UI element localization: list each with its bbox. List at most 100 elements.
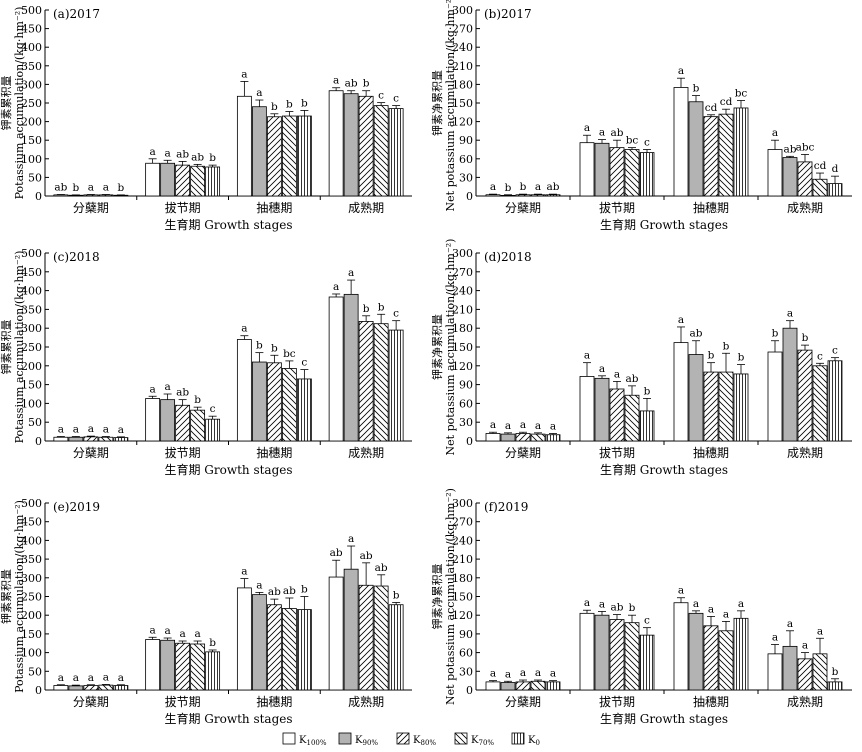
y-tick-label: 50 (28, 416, 42, 429)
bar (68, 436, 84, 442)
significance-letter: b (271, 101, 278, 113)
significance-letter: a (490, 668, 496, 680)
legend-label: K80% (413, 735, 436, 747)
significance-letter: a (88, 672, 94, 684)
y-axis-label-cn: 钾素累积量 (0, 76, 13, 131)
significance-letter: a (194, 628, 200, 640)
bar (639, 152, 655, 197)
significance-letter: a (802, 640, 808, 652)
x-axis-label: 生育期 Growth stages (600, 711, 728, 726)
significance-letter: c (832, 345, 838, 357)
significance-letter: c (644, 137, 650, 149)
bar (68, 194, 84, 197)
y-tick-label: 0 (466, 435, 473, 448)
significance-letter: a (505, 668, 511, 680)
x-category-label: 分蘖期 (505, 445, 541, 460)
y-tick-label: 50 (28, 171, 42, 184)
y-tick-label: 300 (452, 497, 473, 510)
bar (175, 404, 191, 442)
y-axis-label-cn: 钾素累积量 (0, 569, 13, 624)
bar (175, 642, 191, 691)
bar (205, 166, 221, 197)
bar (113, 685, 129, 691)
bar (373, 105, 389, 197)
y-tick-label: 60 (459, 153, 473, 166)
bar (827, 360, 843, 442)
significance-letter: a (584, 597, 590, 609)
y-axis-label-en: Potassium accumulation/(kg·hm⁻²) (13, 251, 26, 444)
significance-letter: a (520, 667, 526, 679)
bar (98, 194, 114, 197)
y-axis-label-cn: 钾素净累积量 (430, 70, 444, 136)
panel-title: (b)2017 (484, 7, 532, 21)
significance-letter: b (505, 182, 512, 194)
y-axis-label-en: Net potassium accumulation/(kg·hm⁻²) (444, 488, 457, 705)
significance-letter: a (678, 585, 684, 597)
y-axis-label-cn: 钾素累积量 (0, 320, 13, 375)
y-tick-label: 200 (21, 360, 42, 373)
significance-letter: a (490, 181, 496, 193)
y-tick-label: 400 (21, 534, 42, 547)
significance-letter: c (301, 357, 307, 369)
y-tick-label: 270 (452, 23, 473, 36)
bar (673, 602, 689, 691)
significance-letter: a (103, 423, 109, 435)
significance-letter: b (393, 589, 400, 601)
significance-letter: b (772, 328, 779, 340)
bar (358, 321, 374, 442)
significance-letter: bc (735, 88, 748, 100)
significance-letter: c (817, 350, 823, 362)
significance-letter: ab (611, 127, 624, 139)
bar (545, 681, 561, 691)
significance-letter: a (241, 323, 247, 335)
x-category-label: 分蘖期 (73, 445, 109, 460)
y-tick-label: 30 (459, 665, 473, 678)
bar (113, 437, 129, 442)
y-tick-label: 250 (21, 97, 42, 110)
bar (812, 178, 828, 197)
significance-letter: b (629, 602, 636, 614)
bar (328, 90, 344, 197)
significance-letter: a (787, 308, 793, 320)
significance-letter: a (723, 608, 729, 620)
bar (266, 116, 282, 197)
bar (733, 617, 749, 691)
bar (205, 418, 221, 442)
y-axis-label-en: Net potassium accumulation/(kg·hm⁻²) (444, 0, 457, 211)
bar (594, 614, 610, 691)
y-tick-label: 400 (21, 285, 42, 298)
y-tick-label: 240 (452, 41, 473, 54)
significance-letter: a (520, 419, 526, 431)
legend-label: K100% (299, 735, 327, 747)
significance-letter: c (393, 308, 399, 320)
bar (609, 388, 625, 442)
significance-letter: a (490, 419, 496, 431)
significance-letter: a (678, 65, 684, 77)
panel-title: (e)2019 (53, 500, 100, 514)
x-category-label: 成熟期 (787, 694, 823, 709)
chart-panel-5: 0 50 100 150 200 250 300 350 400 450 500 (e)2019 钾素累… (0, 497, 412, 726)
bar (703, 116, 719, 197)
y-tick-label: 500 (21, 247, 42, 260)
bar (160, 399, 176, 442)
y-tick-label: 90 (459, 628, 473, 641)
y-axis-label-cn: 钾素净累积量 (430, 564, 444, 630)
bar (388, 604, 404, 691)
bar (205, 651, 221, 691)
legend-label: K90% (355, 735, 378, 747)
x-category-label: 拔节期 (599, 694, 635, 709)
bar (145, 639, 161, 691)
bar (733, 107, 749, 197)
y-tick-label: 150 (21, 628, 42, 641)
y-tick-label: 300 (452, 4, 473, 17)
significance-letter: ab (626, 373, 639, 385)
bar (190, 165, 206, 197)
y-tick-label: 180 (452, 322, 473, 335)
x-category-label: 拔节期 (165, 445, 201, 460)
significance-letter: a (584, 350, 590, 362)
y-tick-label: 120 (452, 609, 473, 622)
significance-letter: a (164, 147, 170, 159)
chart-panel-3: 0 50 100 150 200 250 300 350 400 450 500 (c)2018 钾素累… (0, 247, 412, 477)
legend-swatch (454, 732, 468, 745)
bar (83, 685, 99, 691)
